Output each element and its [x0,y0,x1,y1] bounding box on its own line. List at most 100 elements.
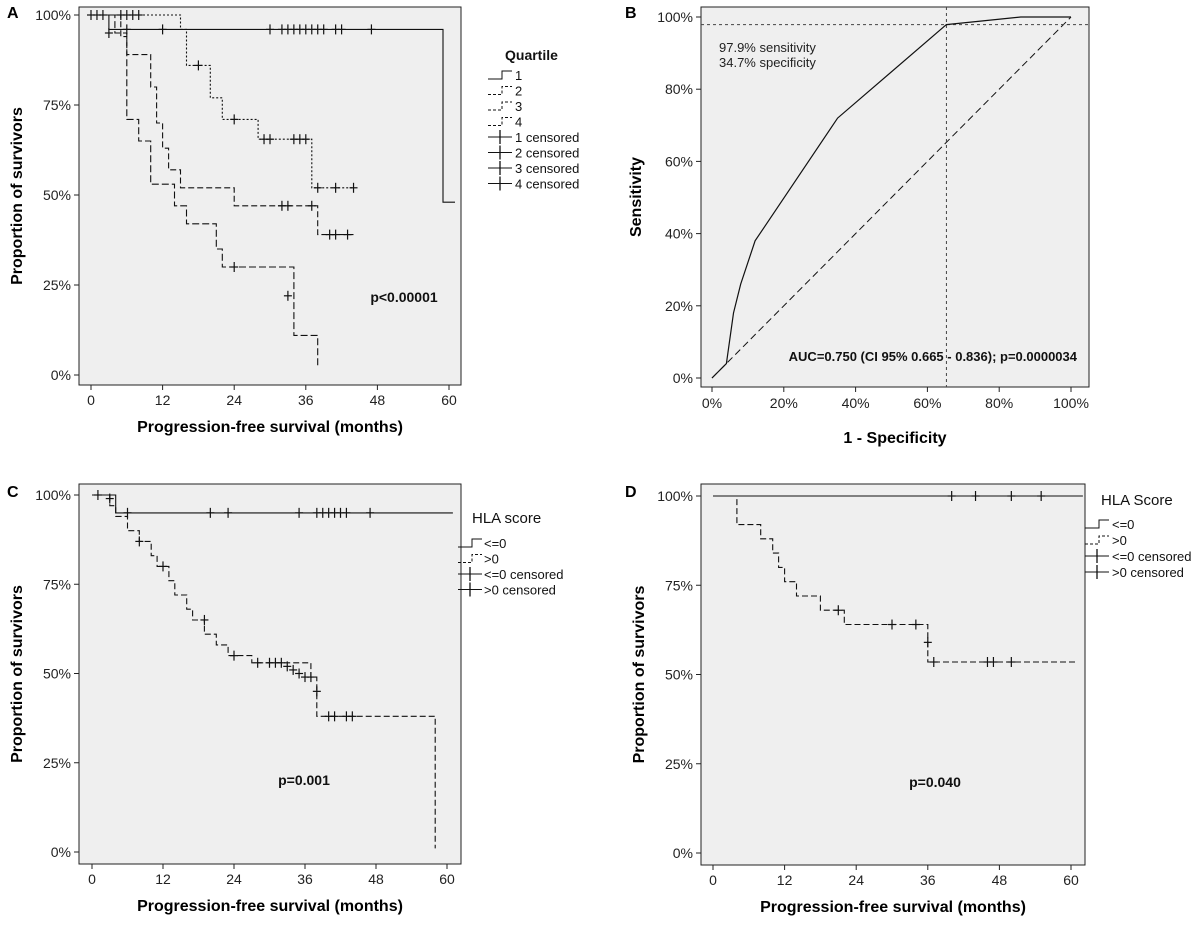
auc-annotation: AUC=0.750 (CI 95% 0.665 - 0.836); p=0.00… [789,349,1078,364]
censor-mark [295,668,304,679]
y-tick-label: 25% [665,756,693,772]
legend-title: Quartile [505,47,558,63]
censor-mark [923,637,932,648]
plot-frame [700,483,1086,866]
censor-mark [277,657,286,668]
censor-mark [834,605,843,616]
censor-mark [366,507,375,518]
y-tick-label: 100% [657,9,693,25]
y-axis-title: Sensitivity [628,157,645,237]
y-tick-label: 80% [665,81,693,97]
censor-mark [266,24,274,35]
censor-mark [253,657,262,668]
legend-label: >0 censored [1112,565,1184,580]
censor-mark [230,650,238,661]
x-axis-title: Progression-free survival (months) [760,899,1026,916]
censor-mark [342,507,351,518]
censor-mark [929,657,938,668]
x-tick-label: 0 [87,392,95,408]
legend-label: >0 [1112,533,1127,548]
x-tick-label: 24 [848,872,864,888]
y-tick-label: 100% [35,487,71,503]
plot-frame [78,483,462,865]
censor-mark [330,711,339,722]
censor-mark [971,491,980,501]
plot-frame [78,6,462,386]
y-tick-label: 50% [43,187,71,203]
censor-mark [337,24,346,35]
censor-mark [283,290,292,301]
censor-mark [367,24,376,35]
censor-mark [266,134,274,145]
x-tick-label: 0 [709,872,717,888]
censor-mark [158,24,167,35]
censor-mark [349,182,358,193]
censor-mark [343,229,352,240]
legend-step-symbol [488,86,512,95]
x-tick-label: 48 [370,392,386,408]
censor-mark [230,114,239,125]
y-tick-label: 0% [673,370,693,386]
legend-label: <=0 [1112,517,1134,532]
y-axis-title: Proportion of survivors [9,107,26,285]
roc-curve [711,16,1071,379]
x-tick-label: 0 [88,871,96,887]
legend-title: HLA Score [1101,492,1173,509]
x-tick-label: 60 [441,392,457,408]
x-tick-label: 80% [985,395,1013,411]
x-tick-label: 12 [777,872,793,888]
legend-step-symbol [488,70,512,80]
censor-mark [283,200,292,211]
censor-mark [134,10,143,20]
p-value-annotation: p<0.00001 [370,289,438,305]
y-tick-label: 75% [43,97,71,113]
legend-label: 1 [515,68,522,83]
y-tick-label: 0% [673,845,693,861]
censor-mark [1037,491,1046,501]
legend-label: 2 [515,84,522,99]
x-tick-label: 60 [439,871,455,887]
censor-mark [911,619,920,630]
survival-curve-3 [91,14,354,236]
y-tick-label: 40% [665,226,693,242]
censor-mark [1007,491,1016,501]
censor-mark [331,229,340,240]
censor-mark [348,711,357,722]
y-tick-label: 75% [43,576,71,592]
x-tick-label: 48 [368,871,384,887]
x-tick-label: 60 [1063,872,1079,888]
censor-mark [301,134,310,145]
x-tick-label: 36 [297,871,313,887]
x-tick-label: 100% [1053,395,1089,411]
panel-letter: B [625,5,637,22]
p-value-annotation: p=0.040 [909,774,961,790]
y-tick-label: 50% [43,666,71,682]
reference-diagonal [711,16,1072,379]
x-axis-title: Progression-free survival (months) [137,419,403,436]
y-tick-label: 60% [665,153,693,169]
x-tick-label: 12 [155,871,171,887]
censor-mark [312,686,321,697]
censor-mark [159,561,167,572]
legend-label: 4 [515,115,522,130]
legend-label: <=0 [484,536,506,551]
y-tick-label: 100% [35,7,71,23]
specificity-annotation: 34.7% specificity [719,55,816,70]
censor-mark [888,619,896,630]
censor-mark [331,182,340,193]
legend-step-symbol [1085,519,1109,529]
x-tick-label: 36 [920,872,936,888]
censor-mark [194,60,203,71]
legend-label: 2 censored [515,146,579,161]
censor-mark [306,672,315,683]
legend-label: 4 censored [515,177,579,192]
legend-label: >0 censored [484,583,556,598]
censor-mark [289,664,298,675]
legend-label: 3 censored [515,161,579,176]
censor-mark [307,200,316,211]
censor-mark [313,182,322,193]
censor-mark [283,661,292,672]
x-tick-label: 48 [992,872,1008,888]
censor-mark [230,262,239,272]
y-tick-label: 25% [43,277,71,293]
